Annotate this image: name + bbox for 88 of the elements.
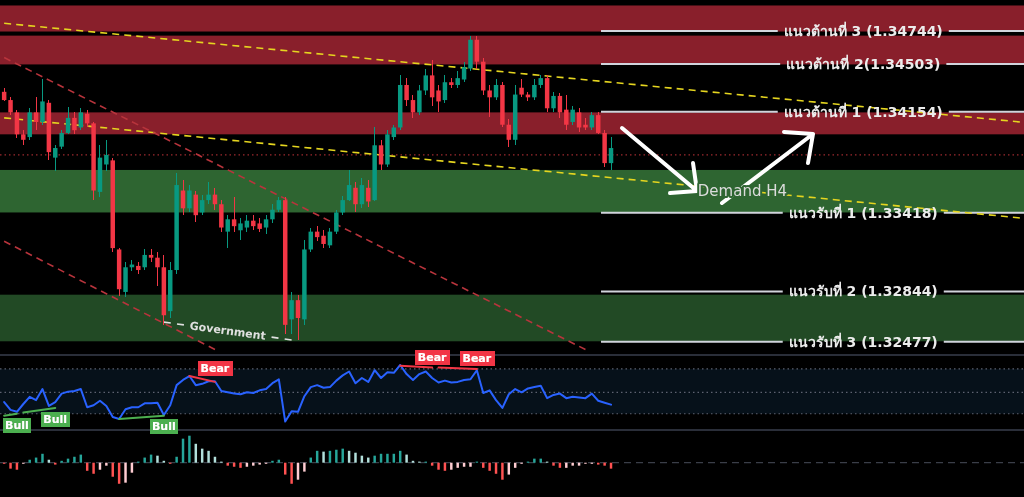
- bar: [533, 458, 536, 463]
- candlestick: [148, 248, 154, 263]
- candlestick: [417, 84, 422, 116]
- bar: [322, 451, 325, 463]
- candlestick: [366, 179, 371, 208]
- candlestick: [487, 84, 492, 118]
- bar: [603, 462, 606, 466]
- ref-line-label: แนวต้านที่ 2(1.34503): [786, 54, 941, 73]
- candlestick: [78, 107, 84, 131]
- series-label: Bull: [43, 412, 68, 426]
- candlestick: [506, 118, 512, 148]
- series-label: Bull: [151, 419, 176, 433]
- candlestick: [289, 291, 294, 335]
- bar: [239, 462, 242, 468]
- bar: [354, 452, 357, 463]
- ref-line-label: แนวรับที่ 3 (1.32477): [788, 331, 938, 350]
- bar: [501, 462, 504, 480]
- series-label: Bear: [200, 362, 230, 376]
- bar: [188, 435, 191, 463]
- bar: [41, 453, 44, 463]
- bar: [405, 454, 408, 463]
- bar: [9, 462, 12, 469]
- candlestick: [340, 195, 345, 216]
- ref-line-label: แนวรับที่ 1 (1.33418): [788, 202, 938, 221]
- candlestick: [295, 294, 301, 341]
- candlestick: [570, 105, 575, 126]
- series-label: Bear: [462, 352, 492, 366]
- candlestick: [40, 79, 45, 126]
- candlestick: [155, 251, 160, 287]
- bar: [92, 462, 95, 474]
- candlestick: [206, 181, 211, 205]
- candlestick: [346, 169, 352, 202]
- bar: [156, 455, 159, 463]
- bar: [565, 462, 568, 468]
- candlestick: [104, 139, 109, 172]
- candlestick: [53, 144, 58, 172]
- candlestick: [442, 74, 448, 104]
- candlestick: [436, 84, 441, 113]
- candlestick: [14, 109, 20, 139]
- candlestick: [238, 217, 243, 241]
- bar: [143, 457, 146, 463]
- bar: [552, 462, 555, 466]
- ref-line-label: แนวต้านที่ 3 (1.34744): [783, 20, 943, 39]
- candlestick: [551, 91, 556, 113]
- bar: [105, 462, 108, 466]
- bar: [290, 462, 293, 484]
- bar: [124, 462, 127, 483]
- candlestick: [219, 199, 224, 233]
- candlestick: [404, 77, 409, 107]
- candlestick: [59, 129, 64, 150]
- bar: [456, 462, 459, 468]
- bar: [73, 456, 76, 463]
- candlestick: [72, 111, 77, 135]
- series-label: Bull: [5, 418, 29, 432]
- ref-line-label: แนวรับที่ 2 (1.32844): [788, 281, 938, 300]
- candlestick: [576, 107, 582, 133]
- bar: [341, 448, 344, 463]
- bar: [571, 462, 574, 466]
- bar: [252, 462, 255, 466]
- bar: [469, 462, 472, 467]
- bar: [386, 453, 389, 463]
- candlestick: [225, 214, 230, 249]
- candlestick: [231, 196, 237, 233]
- candlestick: [596, 111, 601, 135]
- bar: [28, 459, 31, 463]
- candlestick: [474, 35, 480, 70]
- bar: [488, 462, 491, 471]
- candlestick: [263, 214, 269, 235]
- bar: [207, 450, 210, 463]
- candlestick: [270, 203, 275, 224]
- bar: [373, 455, 376, 463]
- bar: [303, 462, 306, 472]
- candlestick: [65, 106, 71, 135]
- candlestick: [334, 209, 339, 235]
- candlestick: [429, 59, 435, 107]
- candlestick: [187, 184, 192, 213]
- candlestick: [564, 94, 569, 131]
- candlestick: [244, 214, 250, 233]
- candlestick: [353, 181, 358, 213]
- bar: [437, 462, 440, 470]
- bar: [335, 449, 338, 463]
- candlestick: [608, 136, 614, 171]
- candlestick: [142, 248, 147, 271]
- bar: [175, 456, 178, 463]
- bar: [450, 462, 453, 470]
- candlestick: [33, 96, 39, 131]
- candlestick: [532, 79, 537, 101]
- candlestick: [423, 68, 428, 96]
